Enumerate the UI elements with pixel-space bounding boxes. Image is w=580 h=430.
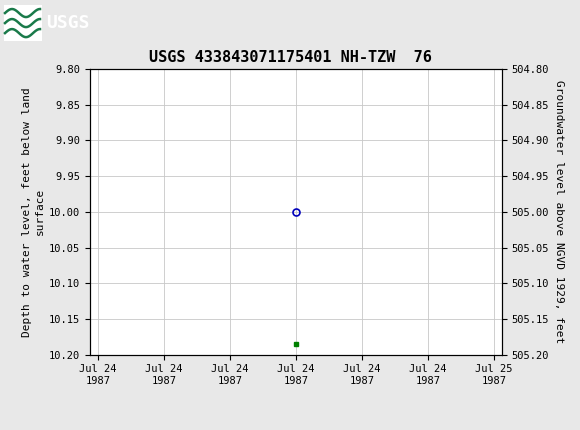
Bar (4, 5, 42, 41)
Y-axis label: Groundwater level above NGVD 1929, feet: Groundwater level above NGVD 1929, feet (554, 80, 564, 344)
Text: USGS 433843071175401 NH-TZW  76: USGS 433843071175401 NH-TZW 76 (148, 50, 432, 64)
Text: USGS: USGS (46, 14, 89, 32)
Y-axis label: Depth to water level, feet below land
surface: Depth to water level, feet below land su… (21, 87, 45, 337)
